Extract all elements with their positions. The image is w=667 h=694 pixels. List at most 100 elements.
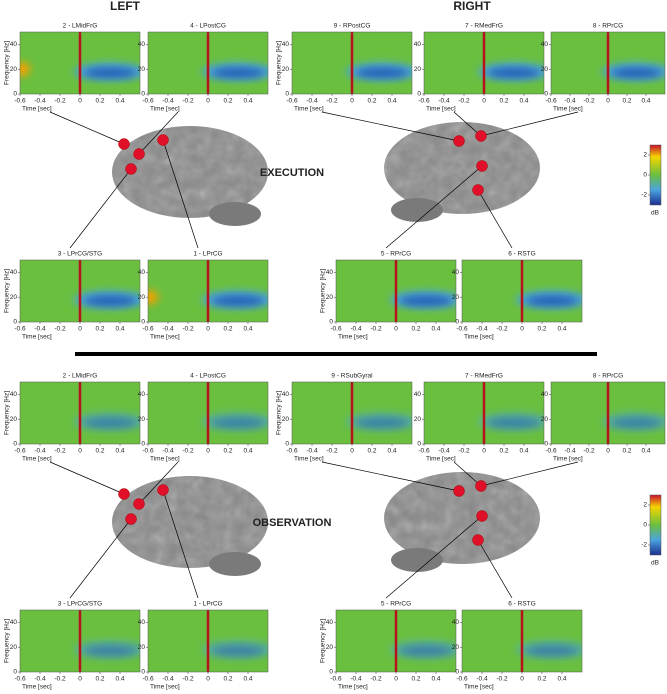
x-axis-label: Time [sec]	[338, 684, 368, 691]
x-axis-label: Time [sec]	[553, 456, 583, 463]
heatmap	[336, 260, 456, 322]
x-tick-label: 0.2	[95, 676, 104, 683]
x-tick-label: -0.2	[583, 98, 595, 105]
connector	[480, 461, 579, 487]
heatmap	[292, 32, 412, 94]
y-tick-label: 40	[282, 41, 290, 48]
blob	[211, 645, 265, 656]
y-tick-label: 40	[138, 391, 146, 398]
y-tick-label: 40	[326, 619, 334, 626]
x-tick-label: -0.4	[306, 448, 318, 455]
y-tick-label: 0	[417, 91, 421, 98]
x-tick-label: 0.2	[223, 326, 232, 333]
x-axis-label: Time [sec]	[464, 334, 494, 341]
y-tick-label: 0	[455, 319, 459, 326]
y-tick-label: 40	[452, 269, 460, 276]
y-tick-label: 40	[10, 269, 18, 276]
x-tick-label: 0	[206, 98, 210, 105]
colorbar	[649, 144, 662, 206]
x-tick-label: -0.4	[34, 676, 46, 683]
connector	[480, 111, 579, 137]
panel-title: 8 - RPrCG	[593, 373, 623, 380]
x-tick-label: 0	[350, 98, 354, 105]
y-axis-label: Frequency [Hz]	[320, 619, 327, 663]
blob	[83, 67, 137, 78]
x-tick-label: 0	[482, 98, 486, 105]
y-tick-label: 0	[455, 669, 459, 676]
x-axis-label: Time [sec]	[426, 456, 456, 463]
y-tick-label: 20	[10, 644, 18, 651]
x-tick-label: 0	[206, 448, 210, 455]
panel-title: 2 - LMidFrG	[63, 373, 98, 380]
x-tick-label: -0.6	[330, 676, 342, 683]
y-tick-label: 40	[138, 619, 146, 626]
x-tick-label: -0.2	[54, 98, 66, 105]
x-tick-label: -0.4	[564, 448, 576, 455]
connector	[321, 111, 460, 142]
colorbar	[649, 494, 662, 556]
y-tick-label: 40	[138, 41, 146, 48]
y-tick-label: 40	[414, 391, 422, 398]
x-tick-label: 0.2	[411, 676, 420, 683]
x-tick-label: -0.6	[545, 98, 557, 105]
y-tick-label: 20	[10, 416, 18, 423]
heatmap	[148, 382, 268, 444]
x-tick-label: 0.4	[519, 448, 528, 455]
connector	[162, 489, 199, 599]
y-tick-label: 0	[329, 669, 333, 676]
x-tick-label: -0.4	[476, 676, 488, 683]
x-tick-label: -0.2	[182, 326, 194, 333]
x-tick-label: 0.4	[243, 326, 252, 333]
x-tick-label: -0.4	[350, 326, 362, 333]
brain-texture	[384, 122, 540, 214]
x-tick-label: -0.6	[418, 448, 430, 455]
x-tick-label: -0.2	[583, 448, 595, 455]
panel-title: 6 - RSTG	[508, 601, 535, 608]
x-tick-label: 0.2	[95, 98, 104, 105]
y-tick-label: 40	[326, 269, 334, 276]
colorbar-label: dB	[651, 560, 659, 567]
x-tick-label: -0.2	[182, 448, 194, 455]
y-tick-label: 40	[10, 619, 18, 626]
x-tick-label: 0.4	[115, 326, 124, 333]
y-axis-label: Frequency [Hz]	[276, 391, 283, 435]
x-tick-label: -0.4	[438, 98, 450, 105]
y-tick-label: 40	[414, 41, 422, 48]
x-tick-label: 0	[78, 448, 82, 455]
x-tick-label: -0.6	[14, 98, 26, 105]
y-tick-label: 20	[10, 66, 18, 73]
electrode	[453, 485, 465, 497]
y-tick-label: 20	[541, 416, 549, 423]
panel-title: 9 - RPostCG	[334, 23, 371, 30]
y-tick-label: 0	[141, 91, 145, 98]
panel-title: 3 - LPrCG/STG	[58, 251, 102, 258]
heatmap	[462, 260, 582, 322]
y-tick-label: 40	[10, 41, 18, 48]
x-tick-label: 0.4	[243, 676, 252, 683]
electrode	[472, 534, 484, 546]
electrode	[133, 148, 145, 160]
electrode	[157, 484, 169, 496]
x-tick-label: 0.2	[499, 98, 508, 105]
panel-title: 4 - LPostCG	[190, 23, 226, 30]
x-tick-label: 0	[78, 98, 82, 105]
blob	[211, 417, 265, 428]
blob	[525, 645, 579, 656]
x-tick-label: -0.4	[438, 448, 450, 455]
x-tick-label: -0.6	[142, 98, 154, 105]
connector	[49, 461, 125, 495]
blob	[611, 67, 662, 78]
electrode	[475, 130, 487, 142]
x-tick-label: 0.4	[641, 448, 650, 455]
x-axis-label: Time [sec]	[150, 106, 180, 113]
x-tick-label: -0.6	[456, 676, 468, 683]
y-tick-label: 0	[329, 319, 333, 326]
connector	[385, 515, 483, 599]
colorbar-tick-label: 2	[643, 502, 647, 509]
blob	[355, 67, 409, 78]
x-tick-label: 0	[482, 448, 486, 455]
x-tick-label: -0.6	[456, 326, 468, 333]
connector	[453, 111, 482, 137]
x-tick-label: -0.4	[162, 676, 174, 683]
